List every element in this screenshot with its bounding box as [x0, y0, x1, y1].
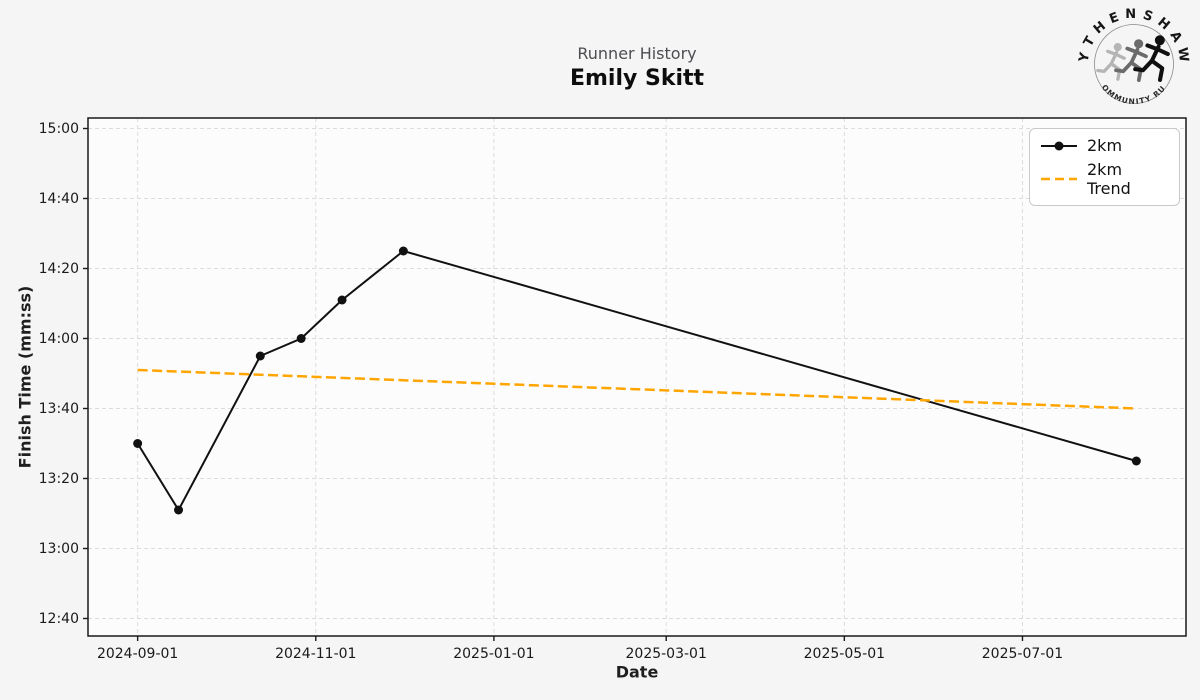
x-axis-title: Date	[615, 662, 659, 682]
data-point	[398, 246, 408, 256]
x-tick-label: 2024-11-01	[275, 646, 356, 662]
club-logo: WYTHENSHAWE COMMUNITY RUN	[1078, 6, 1186, 106]
x-tick-label: 2025-05-01	[804, 646, 885, 662]
data-point	[174, 505, 184, 515]
y-tick-label: 15:00	[39, 121, 79, 137]
trend-line	[137, 368, 1137, 410]
x-tick-label: 2024-09-01	[97, 646, 178, 662]
data-point	[255, 351, 265, 361]
plot-frame	[87, 117, 1187, 637]
legend-item-2km-trend: 2km Trend	[1040, 160, 1169, 198]
data-point	[296, 334, 306, 343]
x-tick-label: 2025-01-01	[453, 646, 534, 662]
y-tick-label: 14:20	[39, 261, 79, 277]
y-tick-label: 12:40	[39, 611, 79, 627]
y-tick-label: 13:00	[39, 541, 79, 557]
y-axis-title: Finish Time (mm:ss)	[15, 285, 35, 469]
y-tick-label: 13:20	[39, 471, 79, 487]
logo-circle	[1094, 24, 1174, 104]
y-tick-label: 14:00	[39, 331, 79, 347]
x-tick-label: 2025-07-01	[982, 646, 1063, 662]
runner-icon-light	[1096, 41, 1126, 81]
dashed-line-icon	[1041, 177, 1077, 181]
legend-label-2km-trend: 2km Trend	[1087, 160, 1131, 198]
legend: 2km 2km Trend	[1029, 128, 1180, 206]
x-tick-label: 2025-03-01	[626, 646, 707, 662]
legend-label-2km: 2km	[1087, 136, 1123, 155]
chart-title: Runner History	[577, 44, 697, 63]
data-point	[133, 439, 143, 448]
y-tick-label: 13:40	[39, 401, 79, 417]
y-tick-label: 14:40	[39, 191, 79, 207]
legend-item-2km: 2km	[1040, 136, 1169, 155]
data-point	[337, 295, 347, 305]
solid-line-marker-icon	[1041, 141, 1077, 150]
data-point	[1131, 456, 1141, 466]
runner-name: Emily Skitt	[569, 66, 705, 91]
plot-background	[88, 118, 1186, 636]
